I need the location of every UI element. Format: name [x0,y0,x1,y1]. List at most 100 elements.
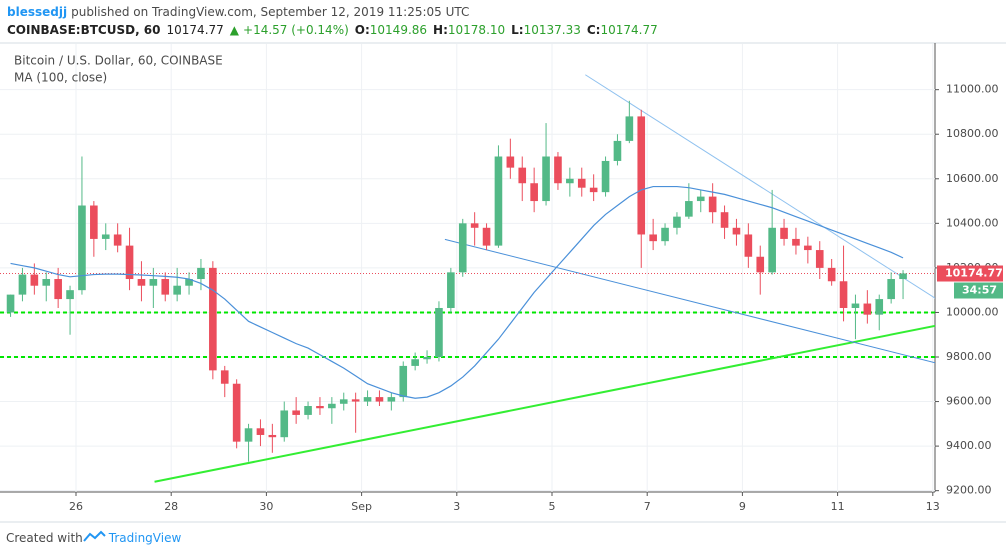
candle-body [649,234,657,242]
x-tick-label: 26 [69,500,83,513]
change: +14.57 (+0.14%) [243,23,349,37]
candle-body [375,397,384,402]
candle-body [78,205,86,291]
candle-body [197,267,205,280]
candle-body [470,223,479,228]
candle-body [518,167,527,184]
candle-body [815,250,824,268]
candle-body [601,160,610,193]
candle-body [447,272,455,308]
ohlc-label: L: [511,23,523,37]
candle-body [839,281,848,308]
candle-body [399,365,408,398]
y-tick-label: 9800.00 [946,350,992,363]
y-tick-label: 10600.00 [946,172,999,185]
candle-body [875,299,884,315]
candle-body [220,370,229,384]
candle-body [494,156,503,246]
candle-body [328,403,336,409]
header-line-1: blessedjj published on TradingView.com, S… [7,5,469,19]
moving-average [10,185,904,399]
candle-body [744,234,753,257]
x-tick-label: 13 [926,500,940,513]
y-tick-label: 10400.00 [946,216,999,229]
x-tick-label: 9 [739,500,746,513]
countdown-label: 34:57 [962,284,997,297]
x-tick-label: 7 [644,500,651,513]
candle-body [54,279,62,300]
last: 10174.77 [167,23,224,37]
candle-body [780,227,788,239]
candle-body [589,187,598,193]
candle-body [42,279,51,286]
countdown-box [954,282,1003,299]
candle-body [339,399,348,404]
candle-body [304,406,312,415]
last-price-label: 10174.77 [945,267,1003,280]
candle-body [566,178,574,184]
candle-body [351,399,360,402]
candle-body [161,279,170,295]
symbol: COINBASE:BTCUSD, 60 [7,23,161,37]
candle-body [637,116,646,235]
candle-body [280,410,289,438]
y-tick-label: 9400.00 [946,439,992,452]
candle-body [30,274,39,286]
candle-body [792,238,800,246]
candle-body [6,294,15,313]
candle-body [696,196,705,202]
x-tick-label: 28 [164,500,178,513]
trendline [444,238,935,364]
candle-body [66,290,74,300]
candle-body [90,205,98,239]
candle-body [209,267,217,371]
candle-body [363,397,372,402]
candle-body [863,303,872,315]
footer-brand[interactable]: TradingView [108,531,182,545]
candle-body [268,434,277,438]
candle-body [899,273,907,280]
candle-body [125,245,134,280]
y-tick-label: 9200.00 [946,484,992,497]
x-tick-label: 11 [831,500,845,513]
candle-body [137,279,146,286]
candle-body [149,279,158,286]
trendline [154,324,935,483]
published: published on TradingView.com, September … [71,5,469,19]
candle-body [185,279,193,286]
candle-body [113,234,122,246]
candle-body [685,201,693,217]
ohlc-value: 10149.86 [370,23,427,37]
candle-body [577,178,586,188]
x-tick-label: 3 [453,500,460,513]
candle-body [554,156,562,184]
footer-created: Created with [6,531,83,545]
ohlc-label: C: [587,23,601,37]
candle-body [316,406,324,409]
candle-body [542,156,550,202]
candle-body [673,216,681,228]
candle-body [387,397,396,402]
y-tick-label: 11000.00 [946,83,999,96]
last-price-box [937,265,1003,282]
candle-body [506,156,515,168]
candle-body [18,274,27,295]
plot-area [0,44,935,492]
candle-body [768,227,776,273]
ohlc-value: 10137.33 [524,23,581,37]
candle-body [887,279,895,300]
candle-body [411,359,419,366]
footer: Created with TradingView [6,531,181,545]
candle-body [101,234,110,239]
candle-body [256,428,265,435]
ohlc-value: 10178.10 [448,23,505,37]
candle-body [804,245,812,251]
author[interactable]: blessedjj [7,5,67,19]
candle-body [458,223,467,273]
candle-body [173,285,181,295]
candle-body [232,383,241,442]
trendline [585,74,935,299]
candle-body [827,267,836,282]
